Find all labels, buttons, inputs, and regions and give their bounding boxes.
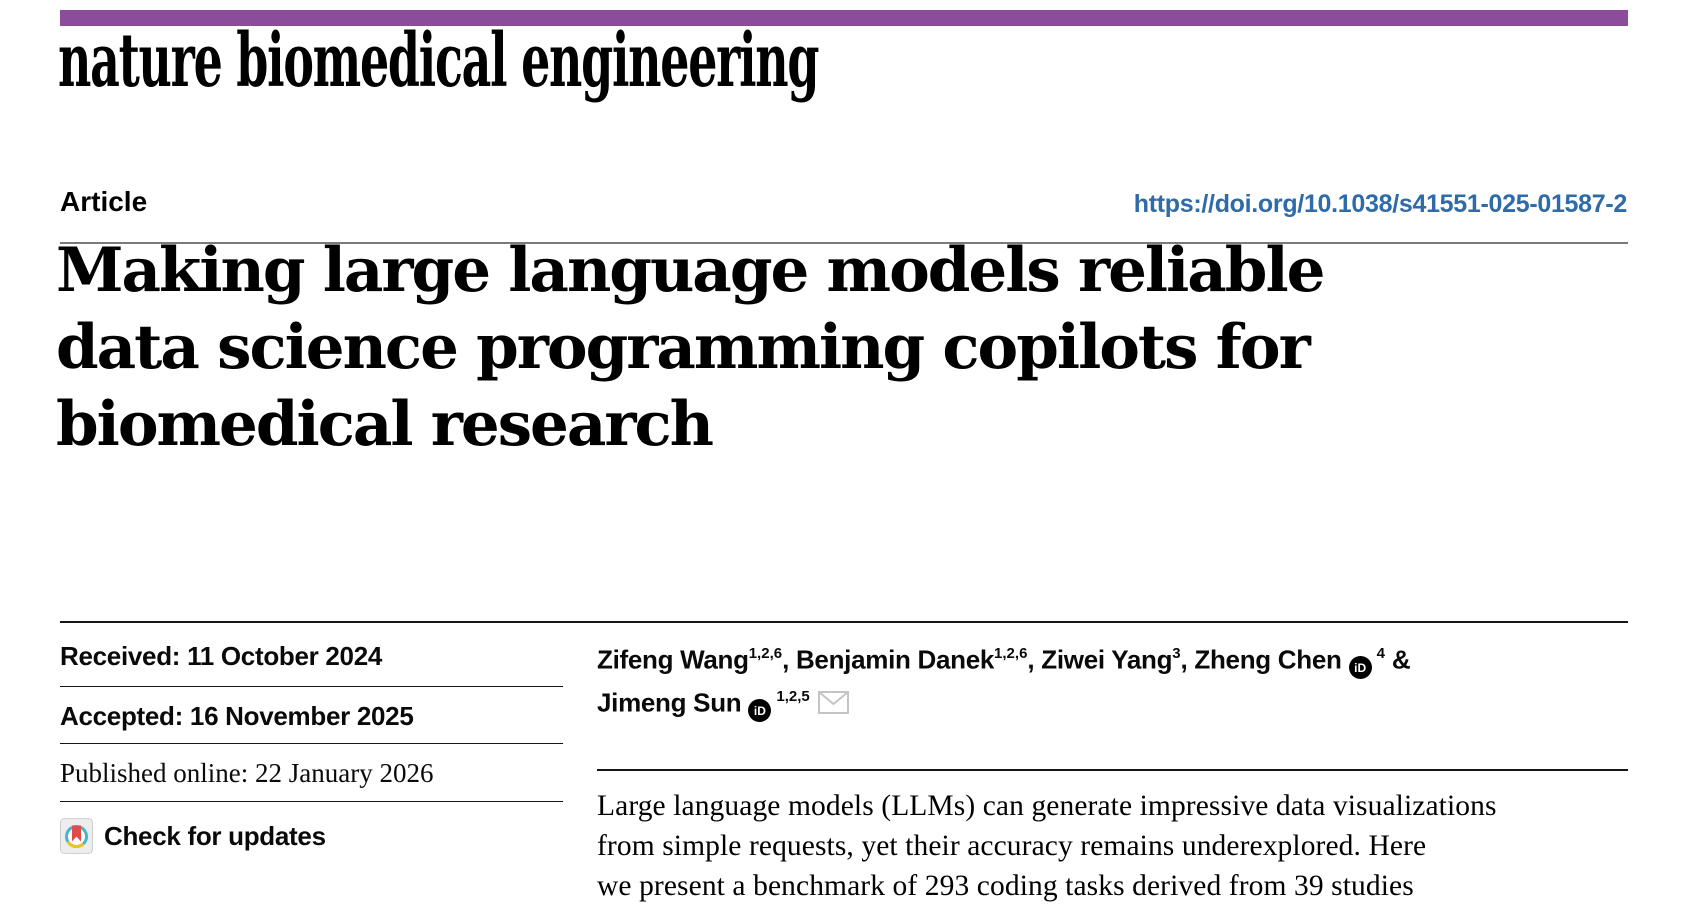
journal-color-bar: [60, 10, 1628, 26]
journal-logo: nature biomedical engineering: [58, 18, 820, 104]
author-name: Benjamin Danek: [795, 644, 995, 675]
header-divider: [60, 621, 1628, 623]
abstract-line-3: we present a benchmark of 293 coding tas…: [597, 870, 1414, 902]
abstract-line-2: from simple requests, yet their accuracy…: [597, 830, 1427, 862]
email-icon[interactable]: [817, 690, 849, 714]
title-line-2: data science programming copilots for: [56, 312, 1311, 383]
author-name: Ziwei Yang: [1041, 644, 1173, 675]
author-name: Zifeng Wang: [597, 644, 749, 675]
author-affiliations: 1,2,5: [776, 688, 810, 706]
author-affiliations: 3: [1172, 645, 1181, 662]
published-date: Published online: 22 January 2026: [60, 744, 563, 802]
article-type-label: Article: [60, 186, 148, 217]
authors-and-abstract: Zifeng Wang1,2,6, Benjamin Danek1,2,6, Z…: [597, 623, 1628, 906]
title-line-3: biomedical research: [56, 389, 714, 460]
author-list: Zifeng Wang1,2,6, Benjamin Danek1,2,6, Z…: [597, 623, 1628, 771]
article-history-panel: Received: 11 October 2024 Accepted: 16 N…: [60, 623, 563, 854]
author-separator: &: [1384, 644, 1411, 675]
check-for-updates-button[interactable]: Check for updates: [60, 802, 563, 854]
author-affiliations: 4: [1376, 645, 1385, 662]
author-separator: ,: [1027, 644, 1042, 675]
author-affiliations: 1,2,6: [994, 645, 1028, 662]
doi-link[interactable]: https://doi.org/10.1038/s41551-025-01587…: [1133, 190, 1628, 218]
accepted-date: Accepted: 16 November 2025: [60, 687, 563, 744]
page-title: Making large language models reliable da…: [56, 232, 1646, 463]
abstract-text: Large language models (LLMs) can generat…: [597, 771, 1628, 906]
received-date: Received: 11 October 2024: [60, 623, 563, 687]
orcid-icon[interactable]: iD: [748, 699, 772, 723]
crossmark-icon: [60, 818, 93, 854]
author-separator: ,: [782, 644, 796, 675]
author-name: Jimeng Sun: [597, 687, 742, 718]
author-line-1: Zifeng Wang1,2,6, Benjamin Danek1,2,6, Z…: [597, 636, 1628, 680]
orcid-icon[interactable]: iD: [1348, 656, 1372, 680]
title-divider: [60, 242, 1628, 244]
author-line-2: Jimeng Sun iD1,2,5: [597, 679, 1628, 723]
check-for-updates-label: Check for updates: [104, 820, 326, 851]
abstract-line-1: Large language models (LLMs) can generat…: [597, 790, 1497, 822]
author-separator: ,: [1180, 644, 1195, 675]
title-line-1: Making large language models reliable: [56, 235, 1325, 306]
author-affiliations: 1,2,6: [748, 645, 783, 662]
author-name: Zheng Chen: [1194, 644, 1342, 675]
